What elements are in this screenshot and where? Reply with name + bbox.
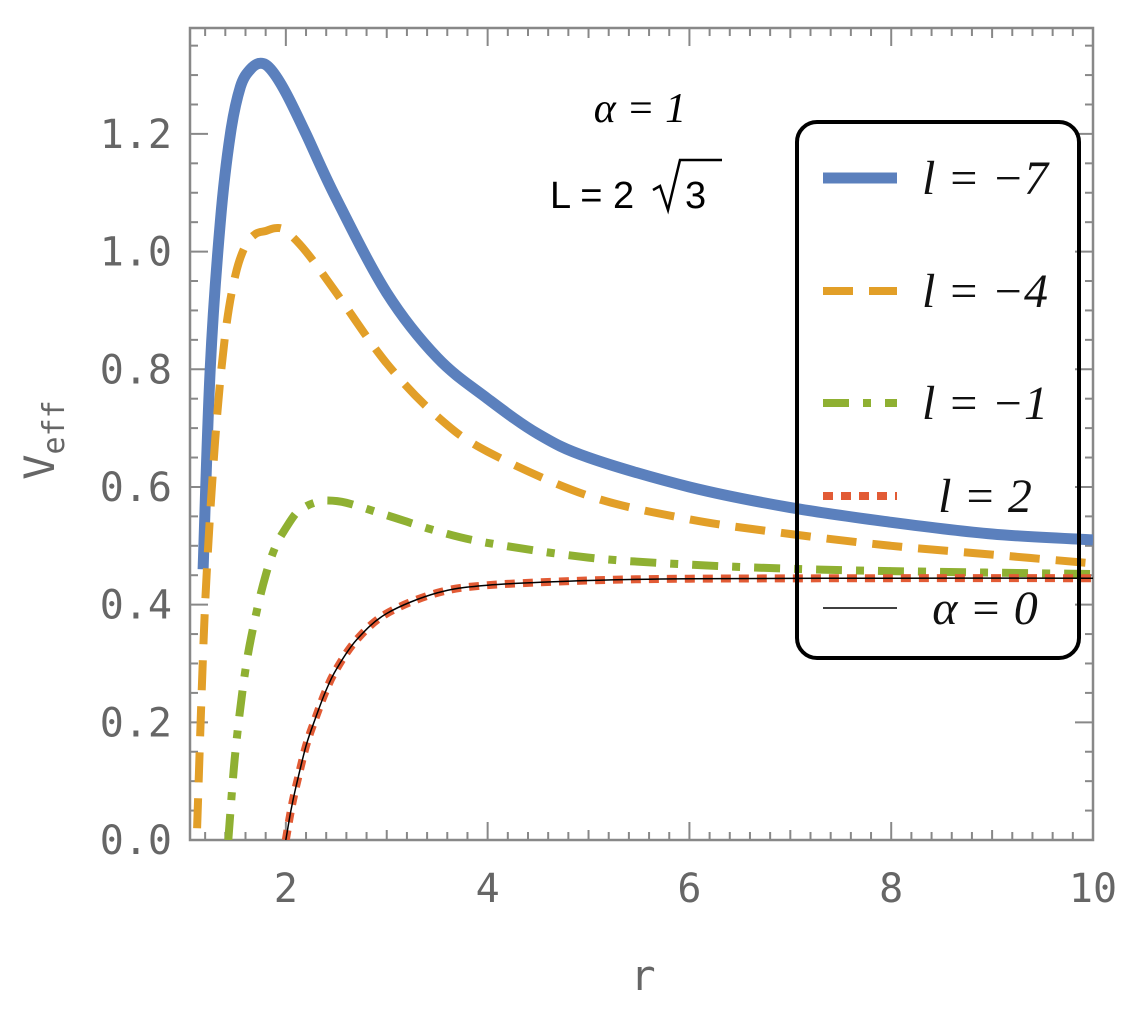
legend: l = −7 l = −4 l = −1 l = 2 α = 0	[823, 152, 1050, 635]
y-tick-label: 0.0	[100, 818, 172, 864]
x-tick-label: 10	[1069, 866, 1117, 912]
legend-label-5: α = 0	[932, 582, 1038, 635]
plot-frame	[188, 26, 1095, 842]
series-line-2	[193, 223, 1093, 829]
sqrt-radical-icon	[652, 158, 722, 215]
y-axis-label-main: V	[15, 454, 64, 479]
annotation-L-prefix: L = 2	[550, 175, 634, 217]
y-axis-tick-labels: 0.0 0.2 0.4 0.6 0.8 1.0 1.2	[100, 112, 172, 864]
series-line-5	[285, 577, 1093, 840]
y-tick-label: 1.2	[100, 112, 172, 158]
y-tick-label: 0.4	[100, 583, 172, 629]
y-tick-label: 1.0	[100, 230, 172, 276]
series-line-3	[224, 496, 1093, 840]
parameter-annotation: α = 1 L = 2 3	[550, 86, 722, 217]
legend-label-2: l = −4	[922, 265, 1048, 318]
annotation-L-root: 3	[685, 175, 706, 217]
legend-label-3: l = −1	[922, 377, 1048, 430]
y-tick-label: 0.2	[100, 700, 172, 746]
legend-box	[795, 120, 1081, 660]
annotation-alpha: α = 1	[594, 86, 686, 132]
x-tick-label: 6	[677, 866, 701, 912]
legend-label-1: l = −7	[922, 152, 1050, 205]
series-layer	[193, 57, 1093, 840]
legend-label-4: l = 2	[938, 470, 1032, 523]
x-tick-label: 4	[476, 866, 500, 912]
x-tick-label: 8	[879, 866, 903, 912]
series-line-1	[197, 57, 1093, 570]
y-axis-label-sub: eff	[37, 400, 72, 454]
y-tick-label: 0.6	[100, 465, 172, 511]
axis-ticks	[190, 28, 1094, 841]
x-axis-tick-labels: 2 4 6 8 10	[274, 866, 1117, 912]
y-axis-label: Veff	[15, 400, 72, 479]
x-tick-label: 2	[274, 866, 298, 912]
y-tick-label: 0.8	[100, 347, 172, 393]
x-axis-label: r	[630, 951, 655, 1000]
